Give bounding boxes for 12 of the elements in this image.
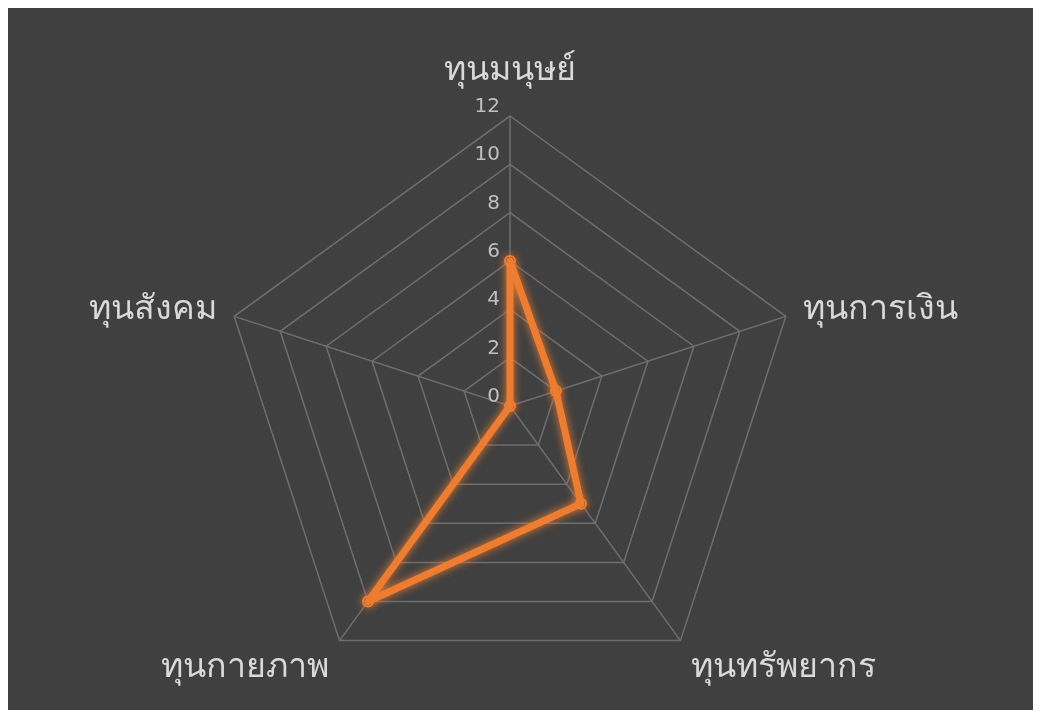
y-tick-label: 12	[474, 93, 500, 117]
y-tick-label: 6	[487, 238, 500, 262]
y-tick-label: 10	[474, 141, 500, 166]
spoke-label: ทุนสังคม	[89, 287, 218, 329]
spoke-label: ทุนการเงิน	[802, 287, 958, 329]
spoke-label: ทุนกายภาพ	[160, 644, 329, 686]
y-tick-label: 4	[487, 286, 500, 311]
y-tick-label: 0	[487, 383, 500, 407]
spoke-label: ทุนทรัพยากร	[691, 644, 877, 686]
spoke-label: ทุนมนุษย์	[444, 48, 576, 89]
y-tick-label: 2	[487, 334, 500, 359]
y-tick-label: 8	[487, 189, 500, 214]
